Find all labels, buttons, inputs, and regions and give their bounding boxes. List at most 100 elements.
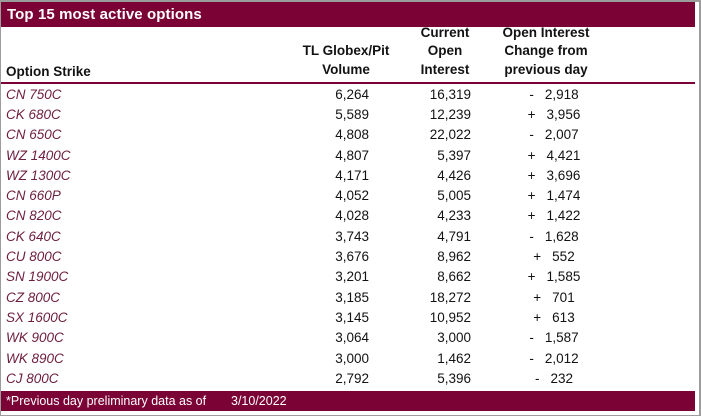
- option-strike-cell: CU 800C: [6, 249, 62, 265]
- open-interest-cell: 4,426: [437, 167, 471, 183]
- volume-cell: 3,676: [335, 249, 369, 265]
- change-value: 2,012: [544, 350, 579, 366]
- option-strike-cell: CJ 800C: [6, 370, 59, 386]
- column-header-oi-change: Open Interest Change from previous day: [502, 24, 590, 77]
- footer-note: *Previous day preliminary data as of: [6, 393, 207, 408]
- oi-change-cell: + 552: [471, 249, 637, 264]
- column-header-option-strike: Option Strike: [6, 64, 91, 79]
- open-interest-cell: 4,791: [437, 228, 471, 244]
- volume-cell: 5,589: [335, 106, 369, 122]
- change-value: 1,422: [546, 208, 581, 224]
- open-interest-cell: 3,000: [437, 330, 471, 346]
- open-interest-cell: 5,396: [437, 370, 471, 386]
- option-strike-cell: WK 900C: [6, 330, 64, 346]
- change-value: 2,918: [544, 86, 579, 102]
- option-strike-cell: SN 1900C: [6, 269, 69, 285]
- option-strike-cell: CN 650C: [6, 127, 62, 143]
- table-header: Option Strike TL Globex/Pit Volume Curre…: [1, 24, 695, 84]
- oi-change-cell: - 232: [471, 371, 637, 386]
- volume-cell: 2,792: [335, 370, 369, 386]
- oi-change-cell: + 4,421: [471, 148, 637, 163]
- change-value: 2,007: [544, 127, 579, 143]
- change-sign: -: [529, 228, 534, 244]
- open-interest-cell: 8,962: [437, 249, 471, 265]
- option-strike-cell: WK 890C: [6, 350, 64, 366]
- column-header-open-interest: Current Open Interest: [420, 24, 470, 77]
- option-strike-cell: SX 1600C: [6, 309, 68, 325]
- table-row: CN 820C 4,028 4,233 + 1,422: [1, 206, 695, 226]
- change-value: 613: [552, 309, 575, 325]
- volume-cell: 3,201: [335, 269, 369, 285]
- open-interest-cell: 5,005: [437, 188, 471, 204]
- volume-cell: 6,264: [335, 86, 369, 102]
- open-interest-cell: 18,272: [429, 289, 471, 305]
- change-sign: +: [527, 208, 536, 224]
- table-row: WK 890C 3,000 1,462 - 2,012: [1, 348, 695, 368]
- option-strike-cell: CN 660P: [6, 188, 61, 204]
- volume-cell: 3,743: [335, 228, 369, 244]
- table-row: WZ 1300C 4,171 4,426 + 3,696: [1, 165, 695, 185]
- open-interest-cell: 12,239: [429, 106, 471, 122]
- volume-cell: 4,808: [335, 127, 369, 143]
- option-strike-cell: CN 750C: [6, 86, 62, 102]
- change-sign: +: [533, 289, 542, 305]
- table-row: CJ 800C 2,792 5,396 - 232: [1, 368, 695, 388]
- open-interest-cell: 8,662: [437, 269, 471, 285]
- oi-change-cell: - 2,012: [471, 351, 637, 366]
- table-row: WK 900C 3,064 3,000 - 1,587: [1, 328, 695, 348]
- option-strike-cell: WZ 1300C: [6, 167, 71, 183]
- oi-change-cell: + 1,585: [471, 269, 637, 284]
- open-interest-cell: 4,233: [437, 208, 471, 224]
- change-sign: -: [529, 86, 534, 102]
- open-interest-cell: 1,462: [437, 350, 471, 366]
- change-value: 4,421: [546, 147, 581, 163]
- oi-change-cell: - 1,628: [471, 229, 637, 244]
- change-sign: -: [529, 330, 534, 346]
- change-sign: +: [527, 147, 536, 163]
- table-row: CN 660P 4,052 5,005 + 1,474: [1, 185, 695, 205]
- volume-cell: 4,171: [335, 167, 369, 183]
- volume-cell: 4,052: [335, 188, 369, 204]
- change-value: 1,585: [546, 269, 581, 285]
- change-sign: +: [527, 167, 536, 183]
- change-sign: +: [533, 249, 542, 265]
- change-value: 3,956: [546, 106, 581, 122]
- oi-change-cell: - 2,918: [471, 87, 637, 102]
- oi-change-cell: + 613: [471, 310, 637, 325]
- volume-cell: 4,807: [335, 147, 369, 163]
- table-row: CN 650C 4,808 22,022 - 2,007: [1, 125, 695, 145]
- change-value: 1,587: [544, 330, 579, 346]
- option-strike-cell: WZ 1400C: [6, 147, 71, 163]
- table-row: SN 1900C 3,201 8,662 + 1,585: [1, 267, 695, 287]
- change-sign: +: [533, 309, 542, 325]
- oi-change-cell: + 1,474: [471, 188, 637, 203]
- column-header-volume: TL Globex/Pit Volume: [302, 43, 390, 77]
- oi-change-cell: + 1,422: [471, 208, 637, 223]
- option-strike-cell: CK 680C: [6, 106, 61, 122]
- table-row: SX 1600C 3,145 10,952 + 613: [1, 307, 695, 327]
- change-value: 1,474: [546, 188, 581, 204]
- change-value: 552: [552, 249, 575, 265]
- change-sign: -: [529, 350, 534, 366]
- change-sign: -: [534, 370, 540, 386]
- open-interest-cell: 16,319: [429, 86, 471, 102]
- oi-change-cell: + 3,696: [471, 168, 637, 183]
- option-strike-cell: CK 640C: [6, 228, 61, 244]
- change-sign: +: [527, 106, 536, 122]
- table-row: CN 750C 6,264 16,319 - 2,918: [1, 84, 695, 104]
- table-row: CK 680C 5,589 12,239 + 3,956: [1, 104, 695, 124]
- volume-cell: 3,145: [335, 309, 369, 325]
- option-strike-cell: CN 820C: [6, 208, 62, 224]
- title-bar: Top 15 most active options: [1, 2, 695, 27]
- change-value: 232: [550, 370, 574, 386]
- option-strike-cell: CZ 800C: [6, 289, 61, 305]
- footer-bar: *Previous day preliminary data as of 3/1…: [1, 390, 695, 411]
- oi-change-cell: + 701: [471, 290, 637, 305]
- open-interest-cell: 5,397: [437, 147, 471, 163]
- table-row: WZ 1400C 4,807 5,397 + 4,421: [1, 145, 695, 165]
- change-sign: +: [527, 269, 536, 285]
- oi-change-cell: - 2,007: [471, 127, 637, 142]
- footer-date: 3/10/2022: [231, 393, 287, 408]
- volume-cell: 3,185: [335, 289, 369, 305]
